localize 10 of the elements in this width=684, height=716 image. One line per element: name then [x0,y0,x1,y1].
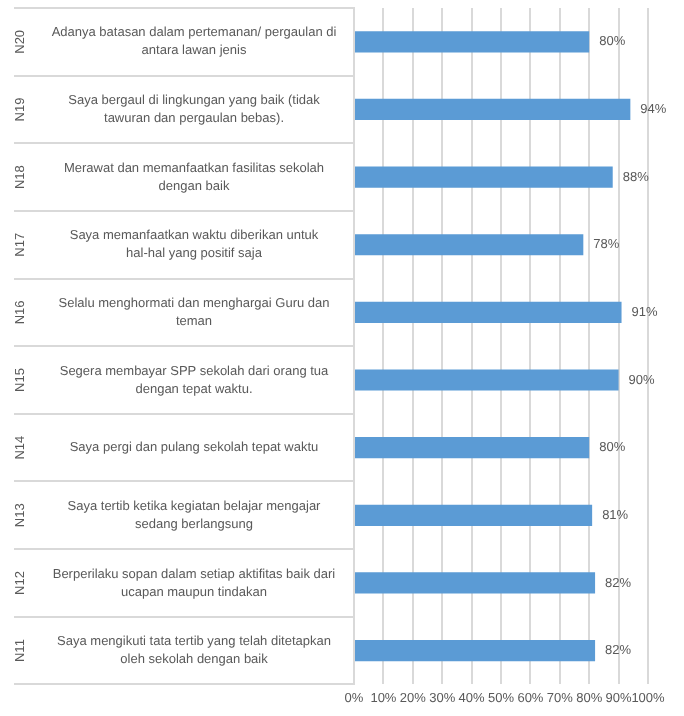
bar [355,639,596,662]
bar [355,572,596,594]
bar [355,31,590,53]
bar [355,369,619,391]
bar [355,166,613,188]
bar [355,301,622,323]
bar [355,98,631,121]
bar [355,504,593,526]
bar [355,234,584,256]
bar [355,437,590,459]
